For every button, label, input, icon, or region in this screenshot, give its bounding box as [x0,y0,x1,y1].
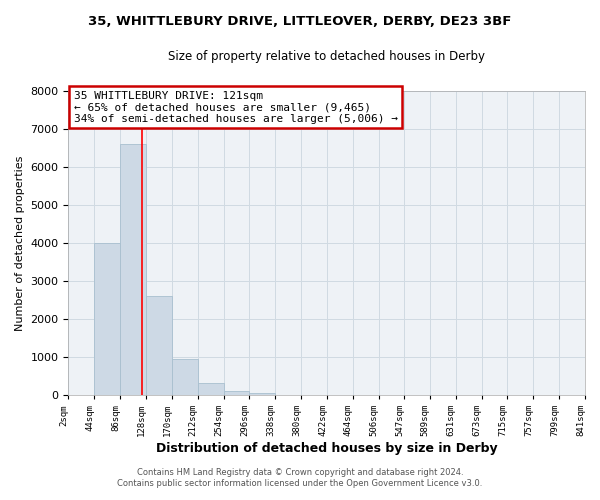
X-axis label: Distribution of detached houses by size in Derby: Distribution of detached houses by size … [156,442,497,455]
Bar [198,382,224,395]
Text: Contains HM Land Registry data © Crown copyright and database right 2024.
Contai: Contains HM Land Registry data © Crown c… [118,468,482,487]
Bar [94,243,120,395]
Bar [146,296,172,395]
Bar [172,359,198,395]
Bar [120,144,146,395]
Text: 35, WHITTLEBURY DRIVE, LITTLEOVER, DERBY, DE23 3BF: 35, WHITTLEBURY DRIVE, LITTLEOVER, DERBY… [88,15,512,28]
Title: Size of property relative to detached houses in Derby: Size of property relative to detached ho… [168,50,485,63]
Bar [250,393,275,395]
Text: 35 WHITTLEBURY DRIVE: 121sqm
← 65% of detached houses are smaller (9,465)
34% of: 35 WHITTLEBURY DRIVE: 121sqm ← 65% of de… [74,90,398,124]
Y-axis label: Number of detached properties: Number of detached properties [15,155,25,330]
Bar [224,390,250,395]
